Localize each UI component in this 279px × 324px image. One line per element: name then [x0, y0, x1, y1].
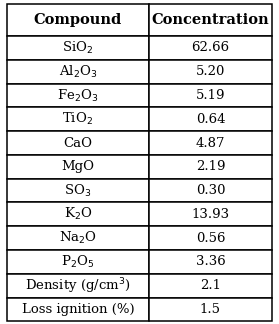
Text: 62.66: 62.66	[191, 41, 229, 54]
Bar	[7, 202, 149, 226]
Bar	[7, 202, 149, 226]
Bar	[7, 60, 149, 84]
Text: Na$_2$O: Na$_2$O	[59, 230, 97, 246]
Bar	[7, 131, 149, 155]
Bar	[149, 155, 272, 179]
Bar	[7, 107, 149, 131]
Bar	[149, 4, 272, 36]
Text: SO$_3$: SO$_3$	[64, 182, 92, 199]
Bar	[149, 179, 272, 202]
Bar	[7, 298, 149, 321]
Text: K$_2$O: K$_2$O	[64, 206, 92, 223]
Bar	[149, 274, 272, 298]
Text: Fe$_2$O$_3$: Fe$_2$O$_3$	[57, 87, 99, 103]
Bar	[149, 84, 272, 107]
Bar	[7, 226, 149, 250]
Bar	[149, 84, 272, 107]
Bar	[149, 131, 272, 155]
Bar	[149, 4, 272, 36]
Bar	[149, 36, 272, 60]
Bar	[149, 298, 272, 321]
Bar	[149, 107, 272, 131]
Text: 2.19: 2.19	[196, 160, 225, 173]
Bar	[7, 36, 149, 60]
Text: 0.64: 0.64	[196, 113, 225, 126]
Bar	[149, 155, 272, 179]
Bar	[149, 250, 272, 274]
Bar	[7, 179, 149, 202]
Bar	[7, 226, 149, 250]
Bar	[149, 202, 272, 226]
Bar	[7, 298, 149, 321]
Bar	[7, 274, 149, 298]
Bar	[7, 60, 149, 84]
Bar	[149, 60, 272, 84]
Text: P$_2$O$_5$: P$_2$O$_5$	[61, 254, 95, 270]
Bar	[7, 84, 149, 107]
Bar	[7, 84, 149, 107]
Bar	[149, 60, 272, 84]
Text: Al$_2$O$_3$: Al$_2$O$_3$	[59, 64, 97, 80]
Text: Density (g/cm$^3$): Density (g/cm$^3$)	[25, 276, 131, 295]
Bar	[7, 250, 149, 274]
Text: 1.5: 1.5	[200, 303, 221, 316]
Bar	[7, 36, 149, 60]
Text: 0.56: 0.56	[196, 232, 225, 245]
Bar	[149, 107, 272, 131]
Text: TiO$_2$: TiO$_2$	[62, 111, 93, 127]
Text: 13.93: 13.93	[191, 208, 229, 221]
Bar	[149, 298, 272, 321]
Bar	[149, 226, 272, 250]
Text: SiO$_2$: SiO$_2$	[62, 40, 93, 56]
Bar	[149, 36, 272, 60]
Bar	[149, 226, 272, 250]
Text: 0.30: 0.30	[196, 184, 225, 197]
Text: 4.87: 4.87	[196, 136, 225, 149]
Text: Compound: Compound	[34, 13, 122, 27]
Bar	[7, 155, 149, 179]
Bar	[7, 4, 149, 36]
Bar	[7, 107, 149, 131]
Bar	[149, 179, 272, 202]
Bar	[149, 202, 272, 226]
Bar	[149, 131, 272, 155]
Text: 5.20: 5.20	[196, 65, 225, 78]
Text: MgO: MgO	[61, 160, 94, 173]
Bar	[7, 179, 149, 202]
Bar	[149, 250, 272, 274]
Bar	[7, 131, 149, 155]
Text: 5.19: 5.19	[196, 89, 225, 102]
Bar	[7, 155, 149, 179]
Text: 3.36: 3.36	[196, 255, 225, 269]
Text: Loss ignition (%): Loss ignition (%)	[21, 303, 134, 316]
Text: 2.1: 2.1	[200, 279, 221, 292]
Bar	[7, 250, 149, 274]
Bar	[7, 274, 149, 298]
Bar	[7, 4, 149, 36]
Text: Concentration: Concentration	[151, 13, 269, 27]
Text: CaO: CaO	[63, 136, 92, 149]
Bar	[149, 274, 272, 298]
